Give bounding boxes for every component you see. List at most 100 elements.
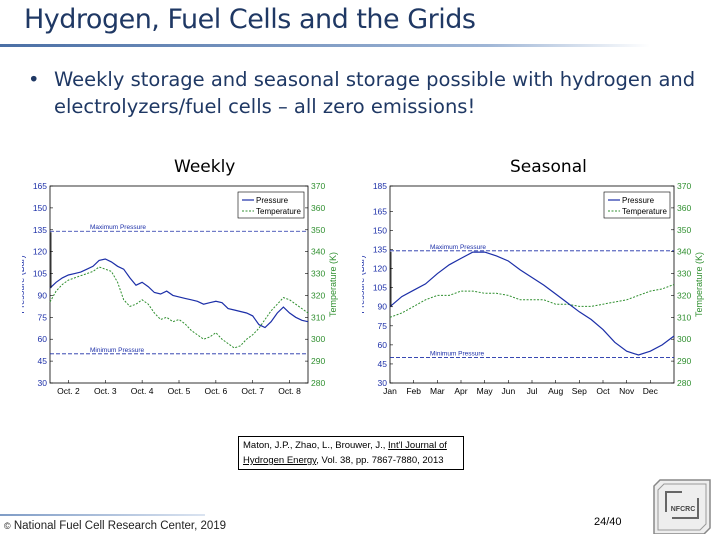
y-right-tick-label: 310 — [311, 312, 325, 322]
y-left-tick-label: 30 — [38, 378, 48, 388]
bullet-dot: • — [28, 68, 40, 91]
y-left-tick-label: 120 — [373, 264, 387, 274]
x-tick-label: Aug — [548, 386, 563, 396]
reference-label: Maximum Pressure — [430, 244, 486, 251]
weekly-label: Weekly — [174, 157, 236, 177]
y-right-axis-label: Temperature (K) — [694, 252, 704, 317]
y-left-axis-label: Pressure (Bar) — [362, 255, 366, 314]
citation-box: Maton, J.P., Zhao, L., Brouwer, J., Int'… — [238, 436, 464, 470]
plot-area — [389, 185, 675, 384]
citation-line-1: Maton, J.P., Zhao, L., Brouwer, J., Int'… — [243, 438, 459, 453]
series-temperature-line — [389, 284, 675, 318]
y-right-tick-label: 290 — [311, 356, 325, 366]
y-left-axis-label: Pressure (Bar) — [22, 255, 26, 314]
y-right-tick-label: 290 — [677, 356, 691, 366]
x-tick-label: Oct. 5 — [168, 386, 191, 396]
y-left-tick-label: 90 — [378, 302, 388, 312]
citation-authors: Maton, J.P., Zhao, L., Brouwer, J., — [243, 440, 389, 451]
x-tick-label: Oct. 4 — [131, 386, 154, 396]
y-right-tick-label: 370 — [677, 181, 691, 191]
y-right-tick-label: 320 — [311, 290, 325, 300]
y-left-tick-label: 75 — [38, 312, 48, 322]
x-tick-label: Oct — [596, 386, 610, 396]
y-right-tick-label: 300 — [677, 334, 691, 344]
y-right-tick-label: 280 — [311, 378, 325, 388]
reference-label: Minimum Pressure — [90, 347, 145, 354]
citation-volume: , Vol. 38, pp. 7867-7880, 2013 — [316, 455, 444, 466]
y-left-tick-label: 105 — [33, 269, 47, 279]
y-right-tick-label: 350 — [311, 225, 325, 235]
copyright-symbol: © — [4, 521, 11, 531]
y-left-tick-label: 90 — [38, 290, 48, 300]
y-left-tick-label: 60 — [378, 340, 388, 350]
legend-pressure-label: Pressure — [622, 196, 655, 205]
y-left-tick-label: 120 — [33, 247, 47, 257]
seasonal-label: Seasonal — [510, 157, 587, 177]
y-left-tick-label: 165 — [33, 181, 47, 191]
y-right-tick-label: 350 — [677, 225, 691, 235]
x-tick-label: Oct. 8 — [278, 386, 301, 396]
y-right-tick-label: 340 — [311, 247, 325, 257]
y-left-tick-label: 45 — [378, 359, 388, 369]
x-tick-label: Jul — [527, 386, 538, 396]
y-right-axis-label: Temperature (K) — [328, 252, 338, 317]
legend-box — [237, 191, 305, 219]
y-left-tick-label: 105 — [373, 283, 387, 293]
x-tick-label: Oct. 3 — [94, 386, 117, 396]
y-left-tick-label: 60 — [38, 334, 48, 344]
y-left-tick-label: 135 — [373, 245, 387, 255]
y-right-tick-label: 300 — [311, 334, 325, 344]
legend-temperature-label: Temperature — [256, 207, 301, 216]
y-left-tick-label: 150 — [33, 203, 47, 213]
y-right-tick-label: 340 — [677, 247, 691, 257]
y-right-tick-label: 320 — [677, 290, 691, 300]
x-tick-label: Oct. 2 — [57, 386, 80, 396]
footer-rule — [0, 514, 205, 516]
x-tick-label: Jan — [383, 386, 397, 396]
y-right-tick-label: 360 — [311, 203, 325, 213]
x-tick-label: Jun — [501, 386, 515, 396]
slide-title: Hydrogen, Fuel Cells and the Grids — [24, 4, 476, 35]
legend-temperature-label: Temperature — [622, 207, 667, 216]
y-left-tick-label: 185 — [373, 181, 387, 191]
citation-journal-1[interactable]: Int'l Journal of — [388, 440, 447, 451]
reference-label: Minimum Pressure — [430, 351, 485, 358]
seasonal-chart: 30 45 60 75 90 105 120 135 150 165 185 280 290 300 310… — [362, 178, 716, 400]
series-pressure-line — [49, 258, 309, 329]
y-right-tick-label: 330 — [311, 269, 325, 279]
x-tick-label: Dec — [643, 386, 659, 396]
y-right-tick-label: 280 — [677, 378, 691, 388]
y-right-tick-label: 330 — [677, 269, 691, 279]
y-left-tick-label: 135 — [33, 225, 47, 235]
x-tick-label: Oct. 7 — [241, 386, 264, 396]
footer: © National Fuel Cell Research Center, 20… — [4, 520, 226, 532]
page-number: 24/40 — [594, 516, 622, 528]
x-tick-label: Oct. 6 — [205, 386, 228, 396]
footer-text: National Fuel Cell Research Center, 2019 — [13, 520, 227, 532]
logo-text: NFCRC — [671, 506, 696, 513]
x-tick-label: Feb — [406, 386, 421, 396]
x-tick-label: Nov — [619, 386, 635, 396]
legend-box — [603, 191, 671, 219]
bullet-text: Weekly storage and seasonal storage poss… — [54, 68, 696, 118]
y-left-tick-label: 75 — [378, 321, 388, 331]
citation-journal-2[interactable]: Hydrogen Energy — [243, 455, 317, 466]
y-left-tick-label: 150 — [373, 225, 387, 235]
plot-area — [49, 185, 309, 384]
y-right-tick-label: 360 — [677, 203, 691, 213]
reference-label: Maximum Pressure — [90, 224, 146, 231]
y-left-tick-label: 165 — [373, 206, 387, 216]
y-right-tick-label: 370 — [311, 181, 325, 191]
weekly-chart: 30 45 60 75 90 105 120 135 150 165 280 290 300 310 320… — [22, 178, 352, 400]
legend-pressure-label: Pressure — [256, 196, 289, 205]
y-right-tick-label: 310 — [677, 312, 691, 322]
y-left-tick-label: 45 — [38, 356, 48, 366]
series-pressure-line — [389, 251, 675, 356]
title-underline — [0, 44, 650, 47]
nfcrc-logo: NFCRC — [653, 479, 711, 534]
y-left-tick-label: 30 — [378, 378, 388, 388]
x-tick-label: May — [477, 386, 494, 396]
x-tick-label: Mar — [430, 386, 445, 396]
x-tick-label: Sep — [572, 386, 587, 396]
citation-line-2: Hydrogen Energy, Vol. 38, pp. 7867-7880,… — [243, 453, 459, 468]
